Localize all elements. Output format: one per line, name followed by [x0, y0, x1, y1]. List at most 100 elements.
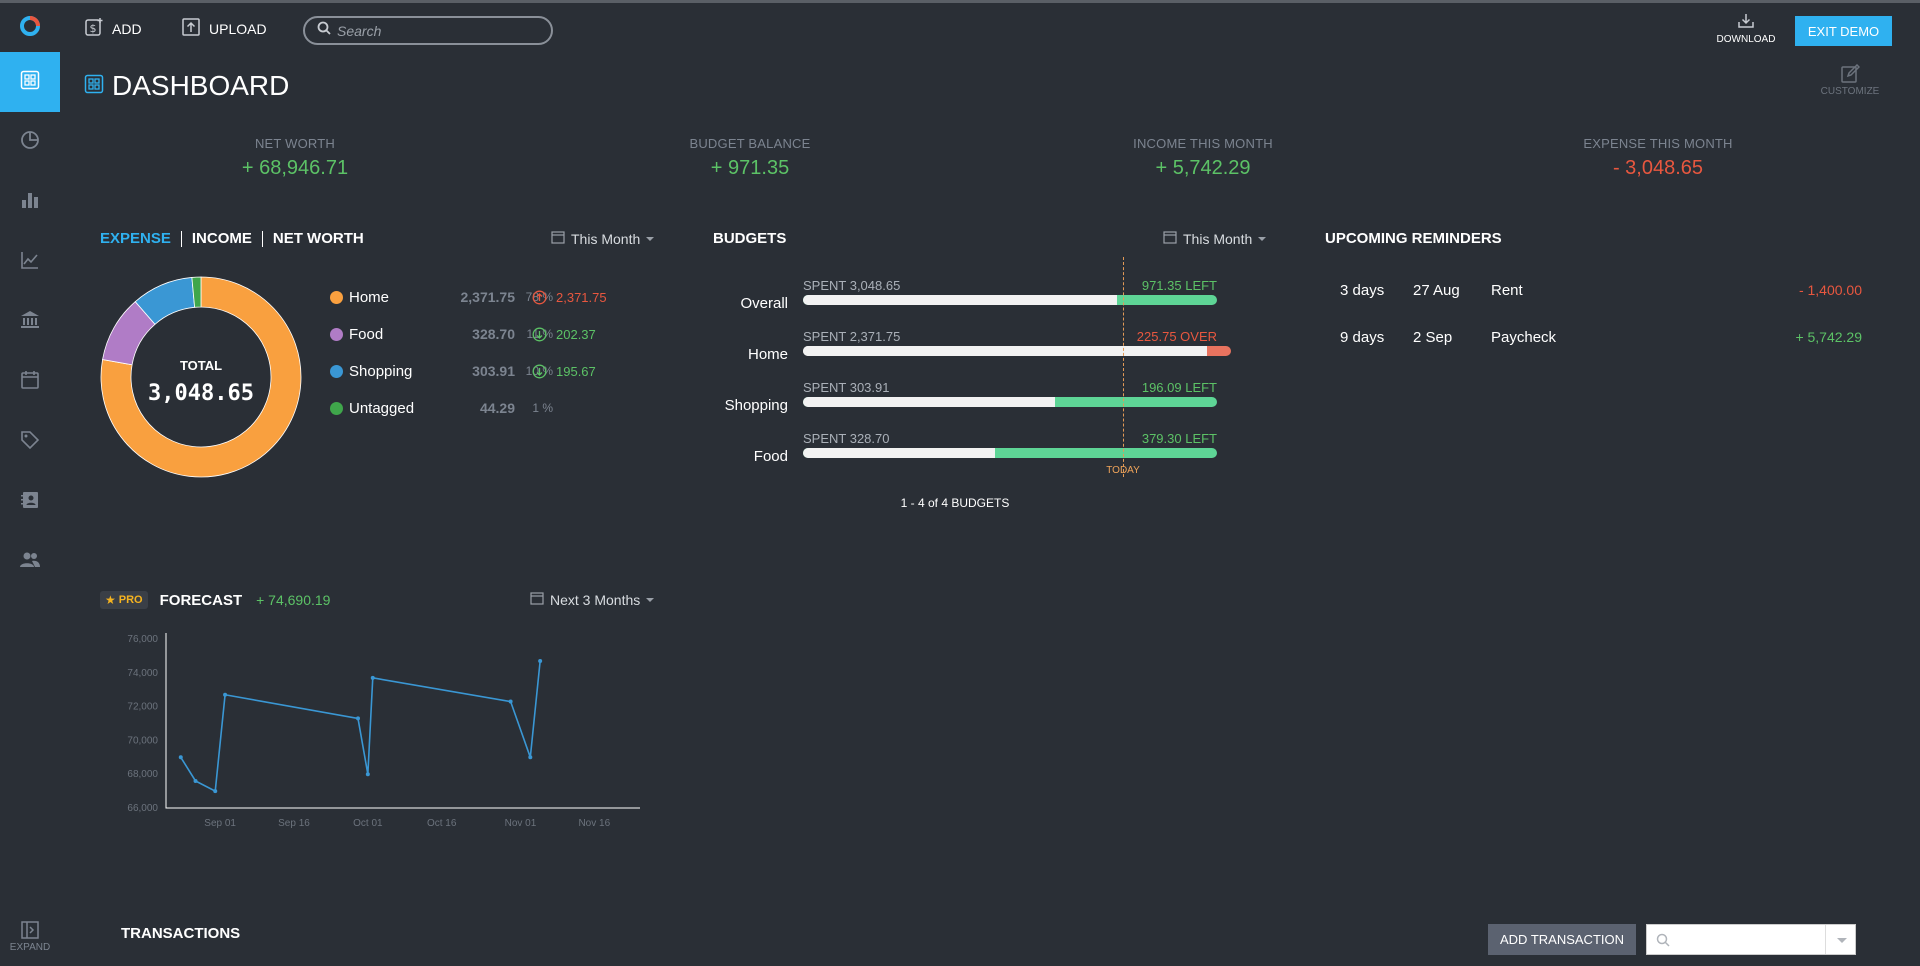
forecast-value: + 74,690.19: [256, 592, 331, 608]
sidebar-item-calendar[interactable]: [0, 352, 60, 412]
donut-center: TOTAL 3,048.65: [100, 358, 302, 406]
download-label: DOWNLOAD: [1716, 34, 1776, 45]
sidebar-item-accounts[interactable]: [0, 292, 60, 352]
forecast-point[interactable]: [365, 772, 370, 777]
sidebar-item-users[interactable]: [0, 532, 60, 592]
legend-name: Shopping: [349, 363, 413, 380]
budget-name: Home: [747, 346, 788, 363]
forecast-point[interactable]: [356, 716, 360, 721]
customize-button[interactable]: CUSTOMIZE: [1815, 63, 1885, 97]
forecast-period-dropdown[interactable]: Next 3 Months: [530, 591, 655, 608]
reminder-days: 9 days: [1340, 329, 1385, 346]
donut-slice-home[interactable]: [100, 276, 302, 478]
app-logo[interactable]: [19, 15, 41, 37]
budget-spent: SPENT 2,371.75: [803, 329, 901, 344]
budget-progress-bar: [803, 346, 1217, 356]
reminder-row[interactable]: 9 days 2 Sep Paycheck + 5,742.29: [1340, 329, 1862, 349]
budget-progress-fill: [803, 448, 995, 458]
forecast-point[interactable]: [538, 658, 543, 663]
reminder-amount: - 1,400.00: [1798, 282, 1862, 298]
upload-button[interactable]: UPLOAD: [181, 17, 267, 40]
add-transaction-button[interactable]: ADD TRANSACTION: [1488, 924, 1636, 955]
page-header: DASHBOARD: [84, 70, 289, 102]
legend-color-dot: [330, 365, 343, 378]
legend-remaining: 195.67: [556, 364, 596, 379]
forecast-point[interactable]: [213, 789, 218, 794]
dashboard-icon: [84, 74, 104, 99]
budget-name: Food: [753, 448, 788, 465]
page-title: DASHBOARD: [112, 70, 290, 101]
legend-item[interactable]: Food 328.70 11 % 202.37: [330, 325, 630, 345]
search-input[interactable]: [337, 22, 537, 39]
forecast-point[interactable]: [178, 755, 183, 760]
transaction-search: [1646, 924, 1856, 955]
bar-chart-icon: [20, 190, 40, 215]
stat-value: + 5,742.29: [1155, 157, 1251, 179]
budget-row[interactable]: Overall SPENT 3,048.65 971.35 LEFT: [700, 276, 1240, 316]
budget-row[interactable]: Shopping SPENT 303.91 196.09 LEFT: [700, 378, 1240, 418]
x-tick-label: Sep 01: [204, 818, 236, 829]
legend-item[interactable]: Shopping 303.91 10 % 195.67: [330, 362, 630, 382]
calendar-icon: [20, 370, 40, 395]
reminder-row[interactable]: 3 days 27 Aug Rent - 1,400.00: [1340, 282, 1862, 302]
legend-item[interactable]: Untagged 44.29 1 %: [330, 399, 630, 419]
transaction-search-input[interactable]: [1677, 929, 1817, 951]
reminder-name: Rent: [1491, 282, 1523, 299]
expand-label: EXPAND: [9, 942, 51, 953]
sidebar-item-contacts[interactable]: [0, 472, 60, 532]
upload-icon: [181, 17, 201, 40]
sidebar-item-trends[interactable]: [0, 232, 60, 292]
svg-text:$: $: [90, 22, 97, 35]
forecast-point[interactable]: [223, 692, 228, 697]
legend-name: Home: [349, 289, 390, 306]
customize-label: CUSTOMIZE: [1820, 86, 1880, 97]
budget-row[interactable]: Home SPENT 2,371.75 225.75 OVER: [700, 327, 1240, 367]
reminder-amount: + 5,742.29: [1795, 329, 1862, 345]
stat-net-worth: NET WORTH + 68,946.71: [165, 136, 425, 180]
upload-label: UPLOAD: [209, 20, 267, 37]
add-button[interactable]: $ ADD: [84, 17, 142, 40]
forecast-point[interactable]: [370, 675, 375, 680]
tab-expense[interactable]: EXPENSE: [100, 230, 171, 247]
expense-period-dropdown[interactable]: This Month: [551, 230, 655, 247]
stat-value: - 3,048.65: [1612, 157, 1704, 179]
x-tick-label: Nov 16: [578, 818, 610, 829]
forecast-point[interactable]: [528, 755, 533, 760]
stat-income: INCOME THIS MONTH + 5,742.29: [1073, 136, 1333, 180]
arrow-up-circle-icon: [532, 290, 547, 305]
forecast-point[interactable]: [508, 699, 513, 704]
legend-color-dot: [330, 328, 343, 341]
budget-name: Overall: [740, 295, 788, 312]
budget-progress-bar: [803, 397, 1217, 407]
sidebar-item-reports[interactable]: [0, 172, 60, 232]
tab-net-worth[interactable]: NET WORTH: [272, 230, 364, 247]
expand-icon: [0, 920, 60, 942]
expense-donut-chart: [100, 276, 302, 478]
budget-progress-fill: [803, 397, 1055, 407]
legend-remaining: 2,371.75: [556, 290, 607, 305]
tag-icon: [20, 430, 40, 455]
chevron-down-icon: [1258, 236, 1267, 241]
legend-item[interactable]: Home 2,371.75 78 % 2,371.75: [330, 288, 630, 308]
legend-amount: 44.29: [479, 400, 515, 416]
budgets-title: BUDGETS: [713, 230, 787, 247]
chevron-down-icon[interactable]: [1837, 938, 1847, 943]
budget-spent: SPENT 303.91: [803, 380, 890, 395]
sidebar-item-spending[interactable]: [0, 112, 60, 172]
exit-demo-button[interactable]: EXIT DEMO: [1795, 16, 1892, 46]
sidebar: EXPAND: [0, 52, 60, 966]
tab-income[interactable]: INCOME: [191, 230, 252, 247]
download-button[interactable]: DOWNLOAD: [1712, 12, 1780, 45]
legend-name: Untagged: [349, 400, 415, 417]
today-marker: [1123, 257, 1124, 477]
budget-row[interactable]: Food SPENT 328.70 379.30 LEFT: [700, 429, 1240, 469]
donut-slice-untagged[interactable]: [191, 276, 202, 308]
expand-button[interactable]: EXPAND: [0, 920, 60, 953]
search-box: [303, 16, 553, 45]
x-tick-label: Nov 01: [505, 818, 537, 829]
budgets-period-dropdown[interactable]: This Month: [1163, 230, 1267, 247]
forecast-point[interactable]: [193, 778, 198, 783]
legend-color-dot: [330, 291, 343, 304]
sidebar-item-dashboard[interactable]: [0, 52, 60, 112]
sidebar-item-tags[interactable]: [0, 412, 60, 472]
